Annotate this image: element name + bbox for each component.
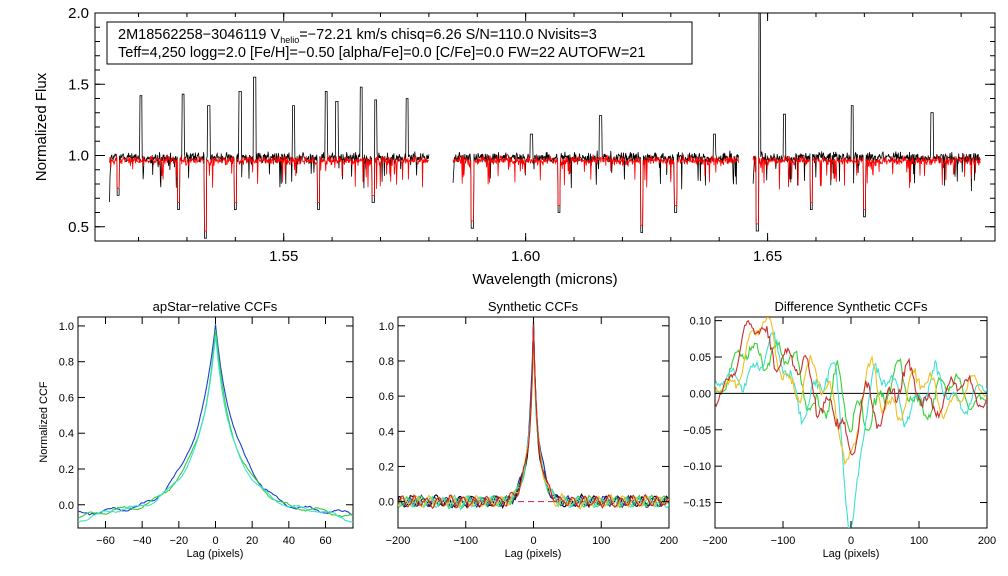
spectrum-xtick-label: 1.55 xyxy=(269,248,298,265)
spectrum-ytick-label: 1.0 xyxy=(68,148,89,165)
ccf-apstar-ylabel: Normalized CCF xyxy=(38,381,50,463)
ccf-apstar-ytick-label: 0.8 xyxy=(59,357,74,369)
ccf-apstar-series-visit3 xyxy=(78,335,353,523)
spectrum-panel: 1.55 1.60 1.65 0.5 1.0 1.5 2.0 2M18562258−3046… xyxy=(33,5,996,288)
ccf-apstar-series-visit1 xyxy=(78,324,353,517)
spectrum-model-chip-3 xyxy=(752,153,981,225)
ccf-synthetic-ytick-label: 0.4 xyxy=(379,426,394,438)
ccf-synthetic-ytick-label: 0.6 xyxy=(379,391,394,403)
ccf-difference-ytick-label: 0.05 xyxy=(690,352,711,364)
ccf-synthetic-ytick-label: 1.0 xyxy=(379,321,394,333)
ccf-apstar-lines xyxy=(78,324,353,523)
ccf-difference-frame xyxy=(714,316,988,529)
ccf-synthetic-xtick-label: 100 xyxy=(592,535,610,547)
ccf-synthetic-ytick-label: 0.8 xyxy=(379,356,394,368)
spectrum-xtick-label: 1.60 xyxy=(511,248,540,265)
ccf-apstar-xtick-label: −20 xyxy=(169,535,188,547)
ccf-apstar-xtick-label: 0 xyxy=(212,535,218,547)
spectrum-ytick-label: 0.5 xyxy=(68,219,89,236)
ccf-apstar-series-visit2 xyxy=(78,329,353,519)
ccf-difference-xtick-label: 100 xyxy=(910,535,928,547)
ccf-apstar-ytick-label: 0.4 xyxy=(59,428,74,440)
info-line-2: Teff=4,250 logg=2.0 [Fe/H]=−0.50 [alpha/… xyxy=(118,45,645,61)
spectrum-xlabel: Wavelength (microns) xyxy=(472,271,617,288)
ccf-apstar-title: apStar−relative CCFs xyxy=(153,299,278,314)
ccf-synthetic-ticks: −200 −100 0 100 200 0.0 0.2 0.4 0.6 0.8 1.0 xyxy=(379,317,678,547)
ccf-difference-ytick-label: 0.10 xyxy=(690,316,711,328)
ccf-difference-ytick-label: −0.05 xyxy=(683,425,711,437)
ccf-apstar-xtick-label: 60 xyxy=(319,535,331,547)
ccf-difference-series-visit2 xyxy=(715,339,987,433)
ccf-difference-ticks: −200 −100 0 100 200 −0.15 −0.10 −0.05 0.00 0.05 0.… xyxy=(683,316,996,547)
spectrum-xtick-label: 1.65 xyxy=(753,248,782,265)
ccf-apstar-ticks: −60 −40 −20 0 20 40 60 0.0 0.2 0.4 0.6 0.8 1.0 xyxy=(59,317,353,547)
ccf-apstar-xtick-label: 40 xyxy=(283,535,295,547)
ccf-difference-series-visit6 xyxy=(715,320,987,456)
spectrum-ticks: 1.55 1.60 1.65 0.5 1.0 1.5 2.0 xyxy=(68,5,995,265)
ccf-panel-apstar: −60 −40 −20 0 20 40 60 0.0 0.2 0.4 0.6 0.8 1.0 apSta… xyxy=(38,299,354,560)
ccf-apstar-xtick-label: 20 xyxy=(246,535,258,547)
ccf-difference-xtick-label: −100 xyxy=(771,535,796,547)
ccf-apstar-xtick-label: −60 xyxy=(96,535,115,547)
ccf-synthetic-ytick-label: 0.2 xyxy=(379,461,394,473)
spectrum-observed-chip-3 xyxy=(752,13,981,232)
ccf-synthetic-series-visit5 xyxy=(398,335,669,510)
ccf-difference-xtick-label: 200 xyxy=(978,535,996,547)
ccf-difference-xtick-label: −200 xyxy=(703,535,728,547)
ccf-difference-title: Difference Synthetic CCFs xyxy=(775,299,928,314)
spectrum-observed-chip-1 xyxy=(109,76,430,239)
ccf-difference-xtick-label: 0 xyxy=(848,535,854,547)
ccf-difference-ytick-label: 0.00 xyxy=(690,388,711,400)
info-line-1: 2M18562258−3046119 Vhelio=−72.21 km/s ch… xyxy=(118,27,597,45)
spectrum-model-chip-1 xyxy=(109,154,430,232)
ccf-synthetic-xtick-label: −100 xyxy=(453,535,478,547)
ccf-synthetic-series-visit6 xyxy=(398,324,669,510)
spectrum-ytick-label: 2.0 xyxy=(68,5,89,22)
ccf-synthetic-ytick-label: 0.0 xyxy=(379,497,394,509)
ccf-difference-lines xyxy=(715,317,987,528)
spectrum-observed-chip-2 xyxy=(452,115,739,233)
ccf-apstar-xtick-label: −40 xyxy=(133,535,152,547)
ccf-synthetic-xtick-label: −200 xyxy=(386,535,411,547)
ccf-synthetic-series-visit3 xyxy=(398,333,669,510)
spectrum-ylabel: Normalized Flux xyxy=(33,72,50,181)
ccf-synthetic-xtick-label: 0 xyxy=(530,535,536,547)
ccf-synthetic-xtick-label: 200 xyxy=(660,535,678,547)
info-box xyxy=(106,21,693,65)
spectrum-lines xyxy=(109,13,981,239)
ccf-synthetic-xlabel: Lag (pixels) xyxy=(505,548,562,560)
ccf-apstar-xlabel: Lag (pixels) xyxy=(187,548,244,560)
ccf-apstar-ytick-label: 0.0 xyxy=(59,500,74,512)
spectrum-ytick-label: 1.5 xyxy=(68,76,89,93)
ccf-apstar-ytick-label: 0.6 xyxy=(59,392,74,404)
ccf-synthetic-series-visit4 xyxy=(398,337,669,511)
spectrum-model-chip-2 xyxy=(452,154,739,226)
ccf-synthetic-lines xyxy=(398,320,669,511)
ccf-synthetic-title: Synthetic CCFs xyxy=(488,299,579,314)
ccf-panel-difference: −200 −100 0 100 200 −0.15 −0.10 −0.05 0.00 0.05 0.… xyxy=(683,299,996,560)
ccf-difference-ytick-label: −0.10 xyxy=(683,461,711,473)
ccf-difference-xlabel: Lag (pixels) xyxy=(823,548,880,560)
ccf-apstar-ytick-label: 1.0 xyxy=(59,321,74,333)
ccf-difference-ytick-label: −0.15 xyxy=(683,498,711,510)
ccf-apstar-ytick-label: 0.2 xyxy=(59,464,74,476)
ccf-panel-synthetic: −200 −100 0 100 200 0.0 0.2 0.4 0.6 0.8 1.0 Synthe… xyxy=(379,299,678,560)
ccf-apstar-frame xyxy=(77,316,354,529)
